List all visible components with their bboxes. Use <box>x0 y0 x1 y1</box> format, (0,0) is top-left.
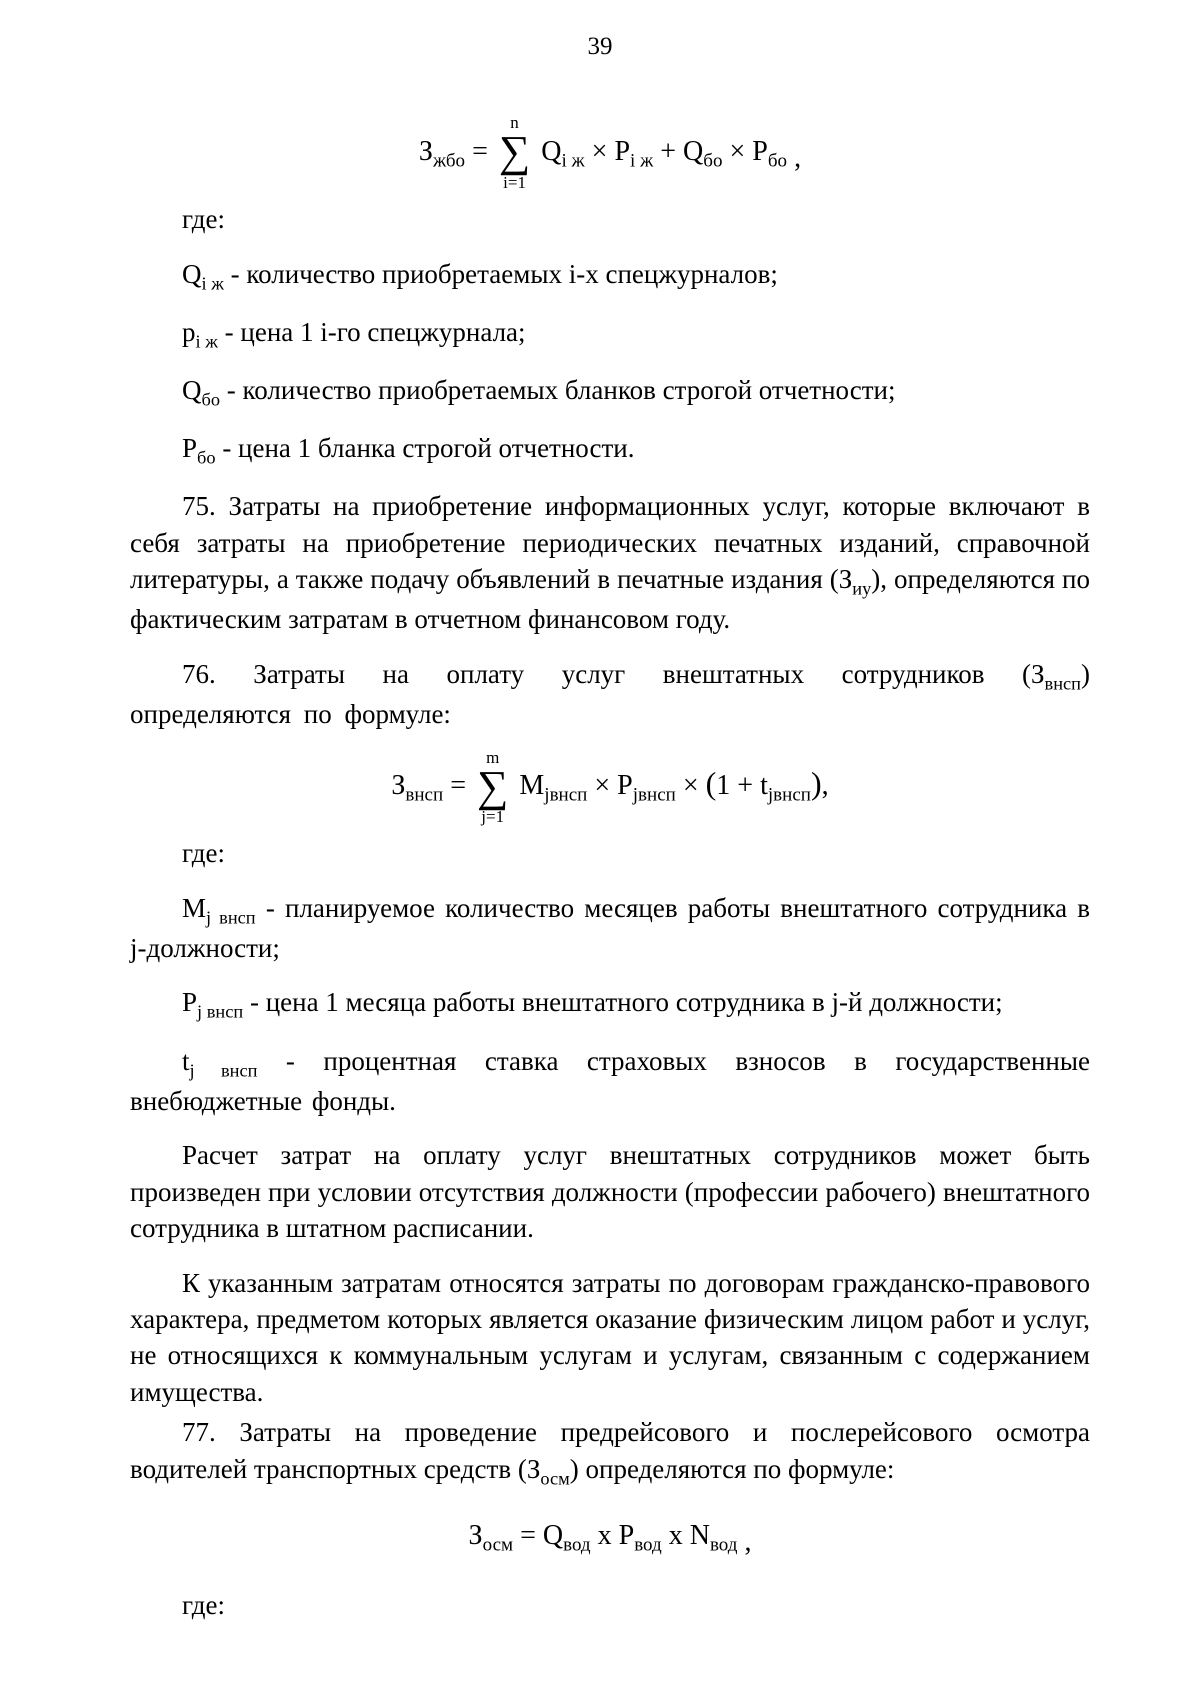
paragraph-77: 77. Затраты на проведение предрейсового … <box>130 1414 1090 1491</box>
definition-item: Pj внсп - цена 1 месяца работы внештатно… <box>130 984 1090 1024</box>
where-label: где: <box>130 201 1090 237</box>
formula-lhs: Зжбо <box>419 136 465 167</box>
formula-term: Pi ж <box>614 136 653 167</box>
definition-item: Pбо - цена 1 бланка строгой отчетности. <box>130 430 1090 470</box>
where-label: где: <box>130 835 1090 871</box>
paragraph-75: 75. Затраты на приобретение информационн… <box>130 488 1090 637</box>
document-page: 39 Зжбо = n ∑ i=1 Qi ж × Pi ж + Qбо × Pб… <box>0 0 1200 1697</box>
formula-term: Pвод <box>619 1520 662 1551</box>
formula-term: Mjвнсп <box>519 770 587 801</box>
formula-term: Qбо <box>683 136 722 167</box>
where-label: где: <box>130 1587 1090 1623</box>
formula-term: 1 + tjвнсп <box>716 770 811 801</box>
summation-symbol: n ∑ i=1 <box>499 130 530 177</box>
formula-zhbo: Зжбо = n ∑ i=1 Qi ж × Pi ж + Qбо × Pбо , <box>130 130 1090 177</box>
sum-lower: i=1 <box>499 172 530 195</box>
paragraph-civil: К указанным затратам относятся затраты п… <box>130 1265 1090 1411</box>
paragraph-76: 76. Затраты на оплату услуг внештатных с… <box>130 656 1090 733</box>
formula-term: ) <box>811 765 822 801</box>
formula-trail: , <box>822 770 829 801</box>
page-content: Зжбо = n ∑ i=1 Qi ж × Pi ж + Qбо × Pбо ,… <box>130 50 1090 1624</box>
formula-vnsp: Звнсп = m ∑ j=1 Mjвнсп × Pjвнсп × (1 + t… <box>130 762 1090 811</box>
definition-item: pi ж - цена 1 i-го спецжурнала; <box>130 314 1090 354</box>
sum-upper: n <box>499 112 530 135</box>
definition-item: Qбо - количество приобретаемых бланков с… <box>130 372 1090 412</box>
summation-symbol: m ∑ j=1 <box>477 765 508 812</box>
definition-item: tj внсп - процентная ставка страховых вз… <box>130 1043 1090 1120</box>
formula-term: Nвод <box>690 1520 738 1551</box>
definition-item: Mj внсп - планируемое количество месяцев… <box>130 890 1090 967</box>
formula-lhs: Звнсп <box>391 770 443 801</box>
definition-item: Qi ж - количество приобретаемых i-х спец… <box>130 256 1090 296</box>
sum-upper: m <box>477 747 508 770</box>
formula-osm: Зосм = Qвод x Pвод x Nвод , <box>130 1517 1090 1561</box>
formula-trail: , <box>744 1527 751 1558</box>
formula-term: Pjвнсп <box>617 770 676 801</box>
formula-term: Pбо <box>752 136 787 167</box>
formula-term: ( <box>706 765 717 801</box>
formula-lhs: Зосм <box>469 1520 514 1551</box>
page-number: 39 <box>0 30 1200 64</box>
formula-term: Qi ж <box>541 136 584 167</box>
paragraph-calc: Расчет затрат на оплату услуг внештатных… <box>130 1137 1090 1246</box>
formula-trail: , <box>794 142 801 173</box>
sum-lower: j=1 <box>477 806 508 829</box>
formula-term: Qвод <box>543 1520 591 1551</box>
